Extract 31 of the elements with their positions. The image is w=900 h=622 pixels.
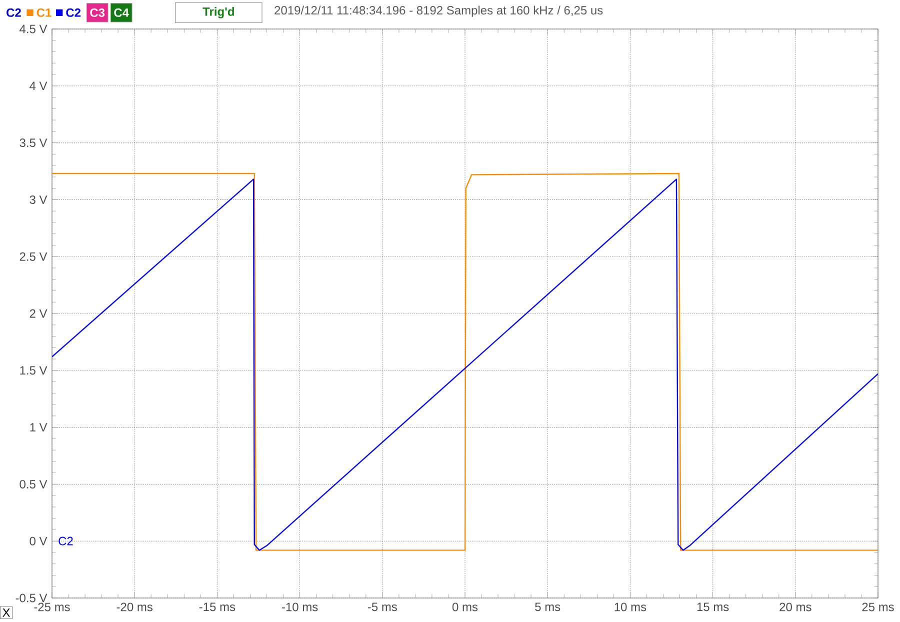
y-tick-label: 0 V <box>30 536 48 546</box>
x-tick-label: 20 ms <box>780 602 812 612</box>
y-axis-title: C2 <box>6 8 21 17</box>
x-tick-label: -20 ms <box>116 602 152 612</box>
y-tick-label: 4 V <box>30 82 48 90</box>
x-tick-label: 0 ms <box>452 602 478 612</box>
y-tick-label: 1.5 V <box>20 366 48 375</box>
x-tick-label: -25 ms <box>34 602 70 612</box>
text: C4 <box>114 8 129 17</box>
y-tick-label: 2 V <box>30 309 48 318</box>
x-tick-label: -15 ms <box>199 602 236 612</box>
text: Trig'd <box>202 7 234 18</box>
legend-label: C2 <box>66 8 81 17</box>
y-tick-label: -0.5 V <box>16 594 48 602</box>
x-tick-label: 10 ms <box>614 602 646 612</box>
x-tick-label: 5 ms <box>535 602 560 612</box>
chart-title: 2019/12/11 11:48:34.196 - 8192 Samples at 160 kHz / 6,25 us <box>274 6 603 17</box>
legend-label: C1 <box>36 8 52 17</box>
x-tick-label: -5 ms <box>368 602 397 612</box>
annotation: C2 <box>58 536 73 546</box>
x-axis-title: X <box>2 608 10 617</box>
y-tick-label: 3.5 V <box>20 138 48 148</box>
x-tick-label: 25 ms <box>862 602 894 612</box>
y-tick-label: 4.5 V <box>20 24 48 34</box>
text: C3 <box>90 8 105 17</box>
x-tick-label: -10 ms <box>282 602 318 612</box>
x-tick-label: 15 ms <box>697 602 729 612</box>
y-tick-label: 1 V <box>30 423 48 432</box>
y-tick-label: 0.5 V <box>20 480 48 488</box>
y-tick-label: 2.5 V <box>20 252 48 261</box>
y-tick-label: 3 V <box>30 195 48 204</box>
